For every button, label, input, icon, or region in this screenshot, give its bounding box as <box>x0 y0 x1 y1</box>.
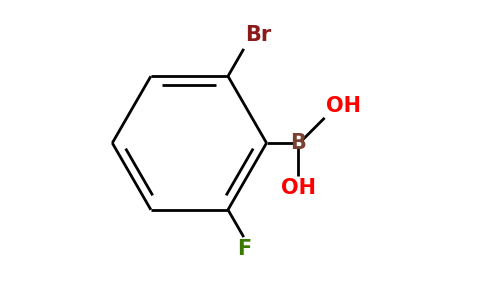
Text: B: B <box>290 133 306 153</box>
Text: OH: OH <box>281 178 316 198</box>
Text: OH: OH <box>326 96 362 116</box>
Text: F: F <box>237 239 251 259</box>
Text: Br: Br <box>245 26 272 45</box>
